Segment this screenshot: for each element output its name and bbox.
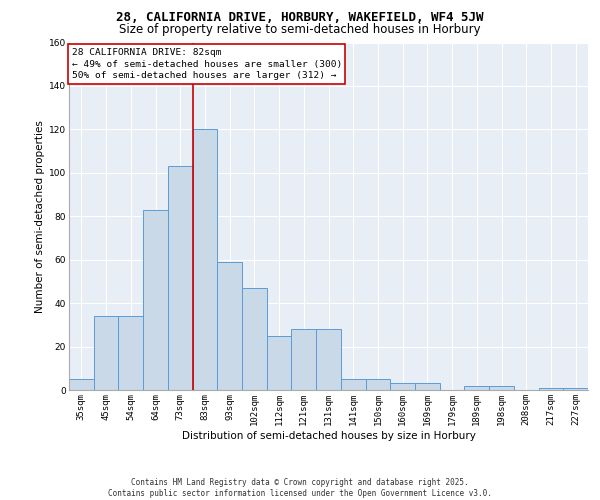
Bar: [292, 329, 316, 390]
Bar: [217, 262, 242, 390]
Bar: [143, 210, 168, 390]
Bar: [489, 386, 514, 390]
Bar: [415, 384, 440, 390]
X-axis label: Distribution of semi-detached houses by size in Horbury: Distribution of semi-detached houses by …: [182, 430, 475, 440]
Bar: [341, 379, 365, 390]
Bar: [69, 379, 94, 390]
Bar: [193, 130, 217, 390]
Text: 28 CALIFORNIA DRIVE: 82sqm
← 49% of semi-detached houses are smaller (300)
50% o: 28 CALIFORNIA DRIVE: 82sqm ← 49% of semi…: [71, 48, 342, 80]
Y-axis label: Number of semi-detached properties: Number of semi-detached properties: [35, 120, 45, 312]
Bar: [316, 329, 341, 390]
Text: Contains HM Land Registry data © Crown copyright and database right 2025.
Contai: Contains HM Land Registry data © Crown c…: [108, 478, 492, 498]
Bar: [94, 316, 118, 390]
Text: 28, CALIFORNIA DRIVE, HORBURY, WAKEFIELD, WF4 5JW: 28, CALIFORNIA DRIVE, HORBURY, WAKEFIELD…: [116, 11, 484, 24]
Text: Size of property relative to semi-detached houses in Horbury: Size of property relative to semi-detach…: [119, 24, 481, 36]
Bar: [118, 316, 143, 390]
Bar: [365, 379, 390, 390]
Bar: [168, 166, 193, 390]
Bar: [267, 336, 292, 390]
Bar: [464, 386, 489, 390]
Bar: [242, 288, 267, 390]
Bar: [563, 388, 588, 390]
Bar: [390, 384, 415, 390]
Bar: [539, 388, 563, 390]
